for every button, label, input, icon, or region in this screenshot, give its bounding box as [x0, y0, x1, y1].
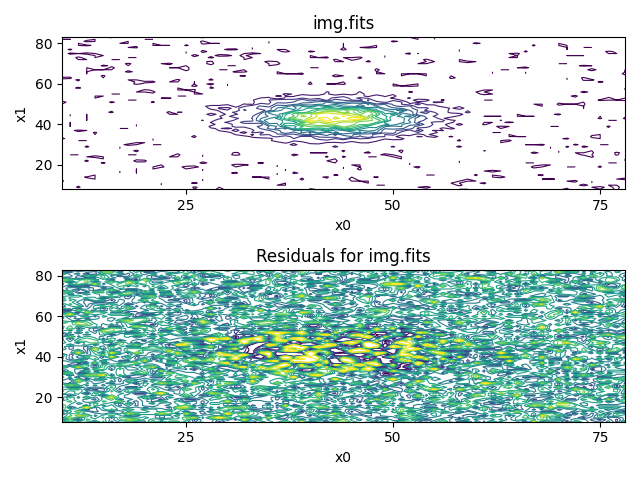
X-axis label: x0: x0: [335, 218, 352, 232]
Y-axis label: x1: x1: [15, 337, 29, 354]
Y-axis label: x1: x1: [15, 105, 29, 122]
Title: img.fits: img.fits: [312, 15, 374, 33]
X-axis label: x0: x0: [335, 451, 352, 465]
Title: Residuals for img.fits: Residuals for img.fits: [256, 248, 431, 265]
